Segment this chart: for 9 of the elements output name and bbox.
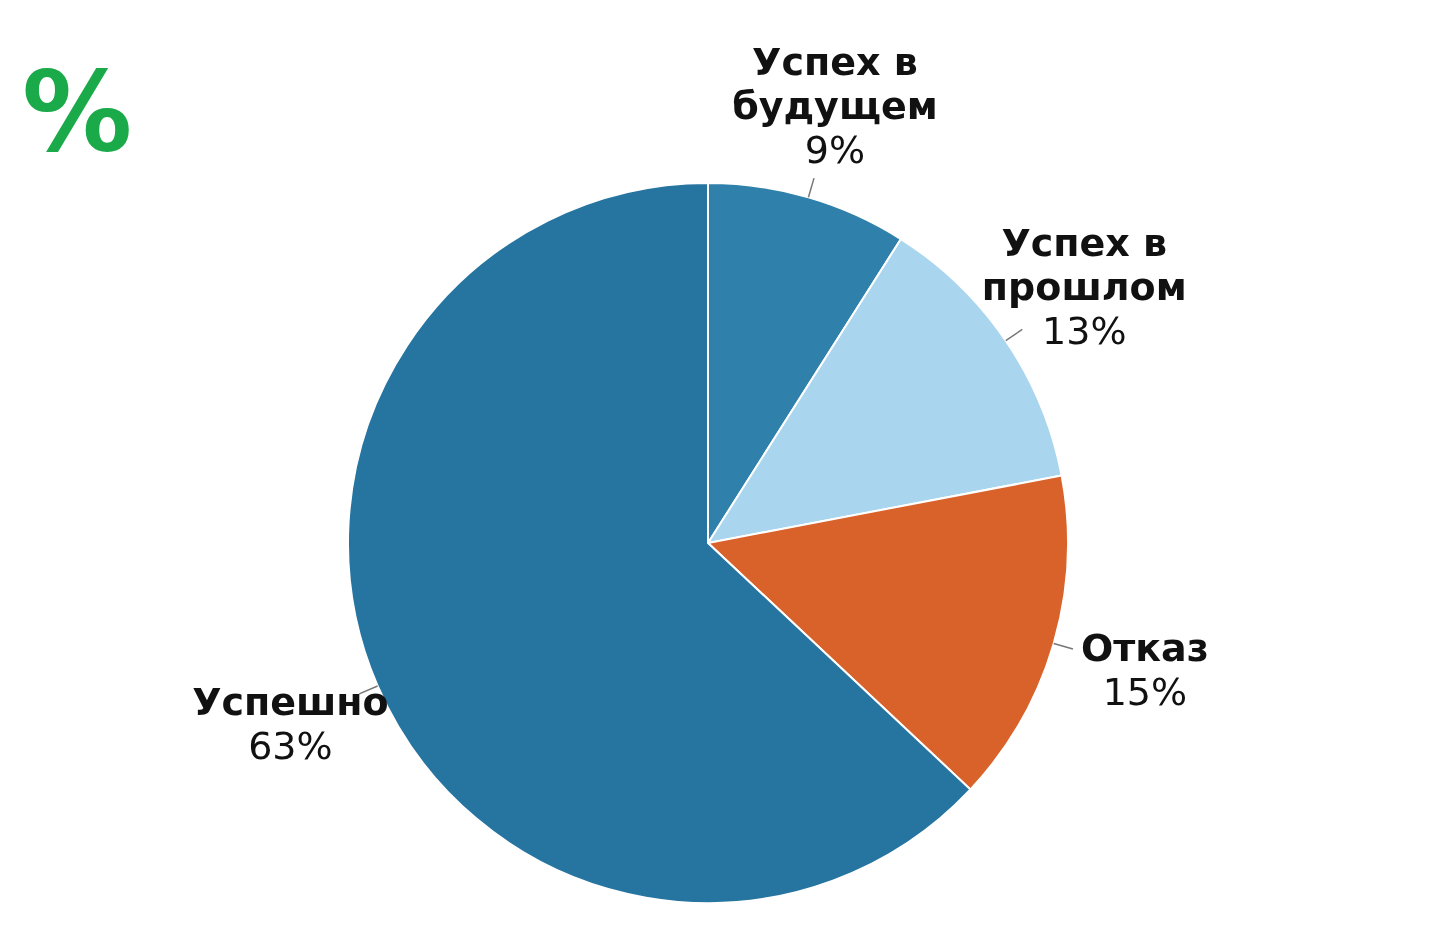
data-label: 9% (804, 128, 866, 173)
slice-label: Отказ (1081, 625, 1209, 670)
chart-title: % (22, 48, 133, 176)
data-label: 13% (1042, 309, 1127, 354)
slice-label: Успех в будущем (732, 40, 938, 129)
slice-label: Успешно (192, 679, 389, 724)
data-label: 63% (248, 723, 333, 768)
slice-label: Успех в прошлом (981, 221, 1187, 310)
data-label: 15% (1102, 669, 1188, 714)
